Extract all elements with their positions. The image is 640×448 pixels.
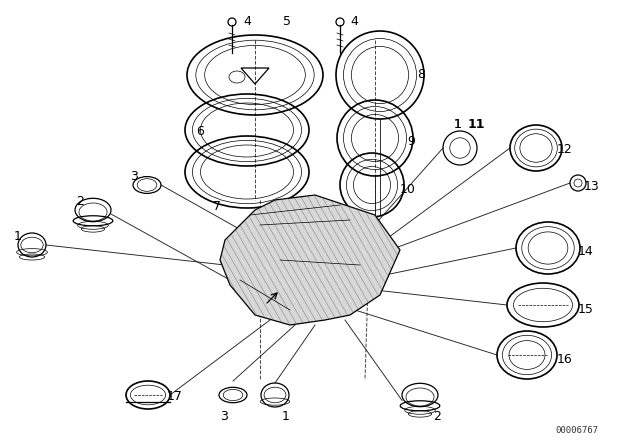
Text: 11: 11 (468, 118, 486, 131)
Text: 1: 1 (282, 410, 290, 423)
Text: 4: 4 (350, 15, 358, 28)
Text: 00006767: 00006767 (555, 426, 598, 435)
Text: 14: 14 (578, 245, 594, 258)
Text: 15: 15 (578, 303, 594, 316)
Text: 12: 12 (557, 143, 573, 156)
Text: 17: 17 (167, 390, 183, 403)
Polygon shape (220, 195, 400, 325)
Text: 3: 3 (130, 170, 138, 183)
Text: 10: 10 (400, 183, 416, 196)
Text: 6: 6 (196, 125, 204, 138)
Text: 9: 9 (407, 135, 415, 148)
Text: 1: 1 (454, 118, 462, 131)
Text: 3: 3 (220, 410, 228, 423)
Text: 2: 2 (433, 410, 441, 423)
Text: 13: 13 (584, 180, 600, 193)
Text: 5: 5 (283, 15, 291, 28)
Text: 8: 8 (417, 68, 425, 81)
Text: 1: 1 (14, 230, 22, 243)
Text: 16: 16 (557, 353, 573, 366)
Text: 7: 7 (213, 200, 221, 213)
Text: 2: 2 (76, 195, 84, 208)
Text: 1: 1 (454, 118, 462, 131)
Text: 4: 4 (243, 15, 251, 28)
